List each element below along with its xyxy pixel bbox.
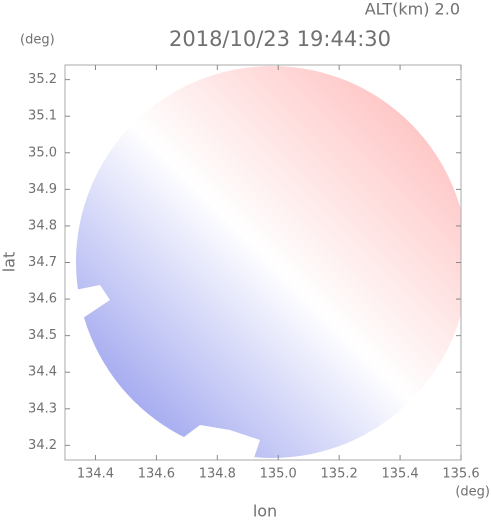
- y-tick-label: 34.9: [28, 182, 57, 197]
- x-axis-label: lon: [253, 502, 277, 521]
- velocity-disc: [76, 66, 461, 458]
- y-tick-label: 35.1: [28, 109, 57, 124]
- x-tick-label: 134.4: [77, 467, 114, 482]
- radar-field: [65, 66, 461, 460]
- x-tick-label: 135.4: [381, 467, 418, 482]
- y-tick-label: 34.3: [28, 401, 57, 416]
- y-axis-label: lat: [0, 252, 19, 273]
- x-tick-label: 135.2: [321, 467, 358, 482]
- y-tick-label: 34.6: [28, 292, 57, 307]
- y-tick-label: 35.2: [28, 72, 57, 87]
- x-tick-label: 135.0: [260, 467, 297, 482]
- y-tick-label: 34.2: [28, 438, 57, 453]
- x-tick-label: 134.6: [138, 467, 175, 482]
- y-tick-label: 34.4: [28, 365, 57, 380]
- y-unit: (deg): [20, 33, 55, 48]
- coast-gap: [65, 285, 110, 320]
- coast-gap: [180, 425, 260, 460]
- y-tick-label: 34.8: [28, 218, 57, 233]
- y-tick-label: 34.5: [28, 328, 57, 343]
- x-tick-label: 135.6: [442, 467, 479, 482]
- x-unit: (deg): [455, 485, 490, 500]
- chart-title: 2018/10/23 19:44:30: [169, 27, 391, 51]
- altitude: ALT(km) 2.0: [365, 0, 460, 19]
- x-tick-label: 134.8: [199, 467, 236, 482]
- y-tick-label: 34.7: [28, 255, 57, 270]
- y-tick-label: 35.0: [28, 145, 57, 160]
